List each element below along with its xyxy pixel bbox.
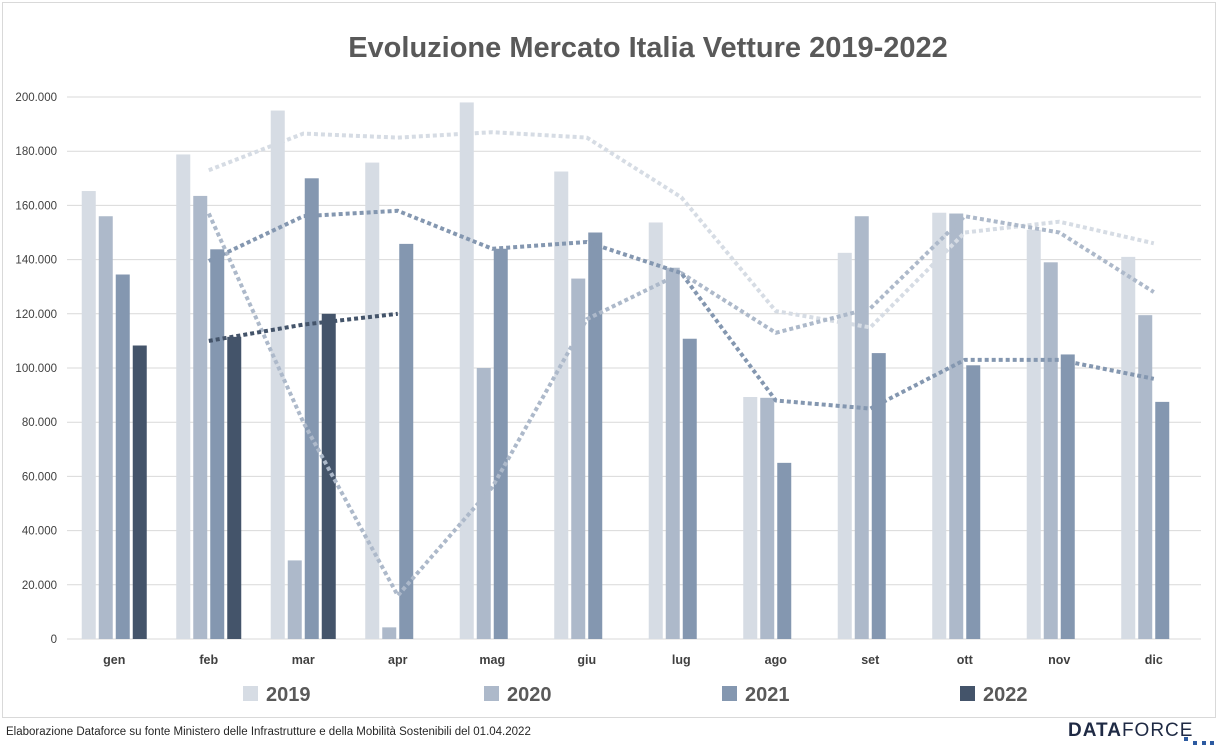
- bar-2019-lug: [648, 222, 663, 639]
- x-tick-label: set: [861, 653, 880, 667]
- bar-2019-gen: [81, 191, 96, 640]
- bar-2019-apr: [365, 162, 380, 639]
- chart-frame: Evoluzione Mercato Italia Vetture 2019-2…: [2, 2, 1216, 718]
- y-tick-label: 200.000: [15, 92, 57, 104]
- brand-bold: DATA: [1068, 720, 1122, 741]
- x-tick-label: lug: [672, 653, 691, 667]
- x-tick-label: giu: [577, 653, 596, 667]
- source-note: Elaborazione Dataforce su fonte Minister…: [6, 726, 531, 738]
- bar-2022-feb: [227, 336, 242, 639]
- y-tick-label: 80.000: [22, 417, 57, 429]
- bar-2020-lug: [665, 267, 680, 639]
- bar-2021-mar: [304, 178, 319, 640]
- y-tick-label: 160.000: [15, 200, 57, 212]
- bar-2021-apr: [399, 243, 414, 639]
- legend-swatch-2020: [484, 686, 499, 701]
- bar-2019-set: [837, 252, 852, 639]
- bar-2022-gen: [132, 345, 147, 639]
- bar-2021-lug: [682, 338, 697, 639]
- y-tick-label: 120.000: [15, 309, 57, 321]
- x-tick-label: mag: [479, 653, 505, 667]
- bar-2020-dic: [1138, 315, 1153, 639]
- bar-2022-mar: [321, 313, 336, 639]
- bar-2019-mag: [459, 102, 474, 640]
- bar-2019-dic: [1121, 256, 1136, 639]
- y-tick-label: 40.000: [22, 526, 57, 538]
- bar-2021-ago: [777, 462, 792, 639]
- legend-swatch-2022: [960, 686, 975, 701]
- bar-2019-nov: [1026, 229, 1041, 640]
- x-tick-label: nov: [1048, 653, 1070, 667]
- logo-dots-icon: [1184, 737, 1214, 745]
- x-tick-label: ago: [765, 653, 788, 667]
- y-tick-label: 180.000: [15, 146, 57, 158]
- legend-label-2020: 2020: [507, 684, 552, 706]
- bar-2020-mag: [476, 368, 491, 639]
- bar-2019-feb: [176, 154, 191, 639]
- legend-label-2021: 2021: [745, 684, 790, 706]
- dataforce-logo: DATAFORCE: [1068, 720, 1193, 742]
- brand-rest: FORCE: [1121, 720, 1194, 741]
- legend-label-2022: 2022: [983, 684, 1028, 706]
- y-tick-label: 20.000: [22, 580, 57, 592]
- bar-2021-giu: [588, 232, 603, 639]
- x-tick-label: gen: [103, 653, 125, 667]
- x-tick-label: ott: [957, 653, 974, 667]
- bar-2020-giu: [571, 278, 586, 639]
- x-tick-label: apr: [388, 653, 408, 667]
- bar-2020-nov: [1043, 262, 1058, 639]
- legend-swatch-2021: [722, 686, 737, 701]
- x-tick-label: mar: [292, 653, 315, 667]
- x-tick-label: dic: [1145, 653, 1163, 667]
- bar-2019-mar: [270, 110, 285, 640]
- bar-2020-gen: [98, 216, 113, 640]
- bar-2020-mar: [287, 560, 302, 639]
- chart-title: Evoluzione Mercato Italia Vetture 2019-2…: [348, 32, 948, 64]
- bar-2021-ott: [966, 365, 981, 639]
- bar-2019-ott: [932, 212, 947, 640]
- legend-label-2019: 2019: [266, 684, 311, 706]
- bar-2019-giu: [554, 171, 569, 639]
- x-tick-label: feb: [199, 653, 218, 667]
- bar-2021-set: [871, 353, 886, 639]
- bar-2020-apr: [382, 627, 397, 639]
- bar-2019-ago: [743, 396, 758, 639]
- trendline-2019: [208, 130, 1155, 330]
- bar-2020-ago: [760, 397, 775, 639]
- y-tick-label: 100.000: [15, 363, 57, 375]
- y-tick-label: 0: [51, 634, 57, 646]
- trendline-2021: [207, 208, 1155, 411]
- bar-2020-ott: [949, 213, 964, 639]
- legend-swatch-2019: [243, 686, 258, 701]
- trendline-2020: [206, 212, 1155, 598]
- bar-2020-feb: [193, 195, 208, 640]
- bar-2021-dic: [1155, 401, 1170, 639]
- bar-2021-gen: [115, 274, 130, 639]
- bar-2021-mag: [493, 248, 508, 639]
- y-tick-label: 140.000: [15, 255, 57, 267]
- trendline-2022: [208, 311, 399, 343]
- chart-canvas: Evoluzione Mercato Italia Vetture 2019-2…: [15, 32, 1201, 706]
- bar-2021-feb: [210, 249, 225, 639]
- y-tick-label: 60.000: [22, 471, 57, 483]
- bar-2020-set: [854, 216, 869, 640]
- bar-2021-nov: [1060, 354, 1075, 639]
